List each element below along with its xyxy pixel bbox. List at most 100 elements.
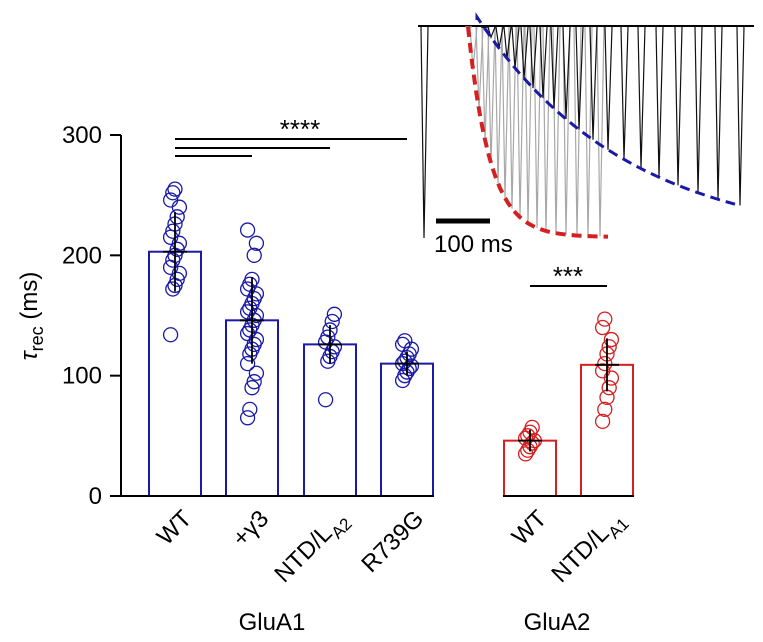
data-point (248, 235, 265, 251)
data-point (169, 241, 185, 257)
data-point (169, 271, 185, 288)
data-point (601, 339, 617, 355)
inset-scale-bar-label: 100 ms (434, 231, 513, 258)
inset-fit-curve-glua1 (475, 12, 736, 206)
y-tick-label: 100 (62, 363, 102, 390)
bar-series (121, 181, 634, 497)
data-point (169, 209, 185, 225)
category-label: WT (152, 505, 198, 551)
data-point (246, 374, 262, 390)
inset-trace-glua1 (487, 26, 496, 40)
data-point (597, 355, 613, 372)
inset-trace-glua1 (520, 26, 529, 79)
data-point (242, 401, 258, 418)
bar (303, 343, 357, 497)
y-tick-label: 300 (62, 122, 102, 149)
data-point (597, 401, 613, 418)
inset-trace-glua1 (589, 26, 598, 140)
inset-trace-glua2 (469, 26, 478, 70)
category-label: R739G (356, 505, 429, 578)
inset-trace-glua1 (529, 26, 538, 89)
group-label: GluA2 (524, 609, 591, 636)
bar-group-glua2-ntdla1 (580, 311, 634, 497)
inset-trace-glua1 (550, 26, 559, 109)
inset-trace-glua1 (637, 26, 646, 169)
data-point (326, 306, 343, 322)
group-labels: GluA1 GluA2 (239, 609, 591, 636)
inset-trace-glua2 (494, 26, 503, 184)
category-label: NTD/LA2 (269, 505, 355, 591)
y-tick-label: 0 (89, 483, 102, 510)
category-label: +γ3 (227, 505, 274, 552)
bar (380, 362, 434, 497)
data-point (594, 319, 611, 336)
bar-group-glua1-ntdla2 (303, 306, 357, 497)
data-point (597, 311, 613, 327)
y-tick-label: 200 (62, 242, 102, 269)
y-axis-ticks: 0 100 200 300 (62, 122, 121, 510)
category-label: NTD/LA1 (546, 505, 632, 591)
data-point (239, 410, 256, 426)
data-point (603, 331, 620, 348)
data-point (165, 281, 181, 297)
inset-trace-glua1 (736, 26, 745, 206)
inset-trace-glua1 (694, 26, 703, 193)
category-label-main: +γ3 (227, 505, 274, 552)
inset-trace-glua1 (674, 26, 683, 186)
data-point (594, 413, 611, 430)
y-axis-title: τrec (ms) (16, 272, 47, 361)
inset-trace-glua1 (655, 26, 664, 178)
data-point (244, 380, 260, 396)
inset-trace-glua1 (562, 26, 571, 120)
data-point (239, 304, 256, 320)
category-label-main: WT (507, 505, 553, 551)
inset-current-traces (418, 25, 754, 239)
data-point (594, 363, 611, 379)
inset-trace-glua1 (620, 26, 629, 160)
inset-trace-panel: 100 ms (418, 12, 754, 258)
data-point (239, 222, 256, 238)
data-point (324, 313, 340, 330)
inset-trace-glua1 (539, 26, 548, 99)
bar-group-glua1-wt (148, 181, 202, 497)
data-point (162, 192, 179, 208)
significance-annotations: ******* (175, 114, 607, 291)
data-point (165, 185, 181, 201)
data-point (171, 265, 188, 282)
inset-trace-glua1 (575, 26, 584, 130)
y-axis-title-unit: (ms) (16, 272, 43, 320)
group-label: GluA1 (239, 609, 306, 636)
data-point (246, 247, 262, 263)
bar-group-glua1-r739g (380, 333, 434, 497)
data-point (601, 380, 617, 396)
data-point (162, 327, 179, 343)
data-point (394, 336, 411, 353)
category-label-main: R739G (356, 505, 429, 578)
y-axis-title-subscript: rec (27, 326, 47, 351)
data-point (520, 428, 536, 444)
data-point (248, 365, 265, 381)
data-point (171, 235, 188, 251)
bar-group-glua1-3 (225, 222, 279, 497)
inset-trace-glua1 (604, 26, 613, 150)
inset-trace-glua2 (501, 26, 510, 198)
inset-trace-glua1 (714, 26, 723, 200)
data-point (397, 353, 413, 369)
significance-label-glua1: **** (280, 114, 320, 144)
inset-trace-glua2 (562, 26, 571, 235)
inset-trace-glua2 (542, 26, 551, 231)
y-axis-title-symbol: τ (16, 349, 43, 360)
inset-trace-glua2 (596, 26, 605, 237)
inset-trace-glua1 (420, 26, 429, 239)
bar-group-glua2-wt (503, 419, 557, 497)
data-point (524, 419, 540, 436)
data-point (317, 392, 334, 408)
data-point (165, 223, 181, 239)
category-label-main: WT (152, 505, 198, 551)
data-point (397, 333, 413, 349)
inset-trace-glua2 (508, 26, 517, 209)
inset-trace-glua2 (487, 26, 496, 164)
y-axis: 0 100 200 300 τrec (ms) (16, 122, 122, 510)
